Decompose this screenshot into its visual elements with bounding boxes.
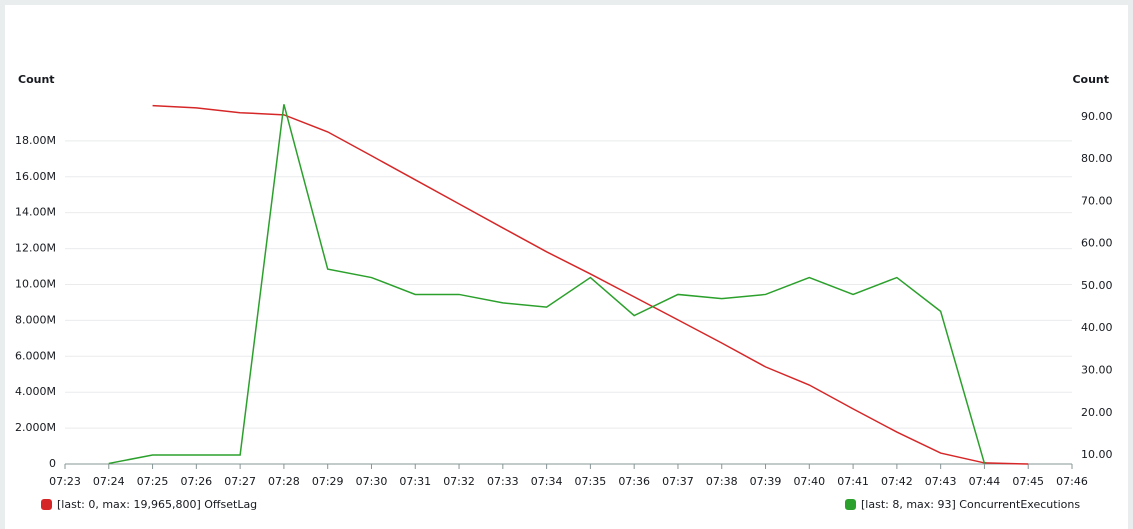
y-tick-label: 16.00M xyxy=(15,170,56,183)
x-tick-label: 07:36 xyxy=(618,475,650,488)
y-tick-label: 14.00M xyxy=(15,206,56,219)
x-tick-label: 07:42 xyxy=(881,475,913,488)
x-tick-label: 07:28 xyxy=(268,475,300,488)
x-tick-label: 07:39 xyxy=(750,475,782,488)
x-tick-label: 07:23 xyxy=(49,475,81,488)
y-tick-label: 2.000M xyxy=(15,421,56,434)
y-tick-label: 4.000M xyxy=(15,385,56,398)
x-tick-label: 07:26 xyxy=(180,475,212,488)
x-tick-label: 07:41 xyxy=(837,475,869,488)
legend-swatch xyxy=(41,499,52,510)
legend-label: [last: 0, max: 19,965,800] OffsetLag xyxy=(57,498,257,511)
y-tick-label: 8.000M xyxy=(15,313,56,326)
y2-tick-label: 10.00 xyxy=(1081,448,1113,461)
y2-axis-title: Count xyxy=(1072,73,1109,86)
y-tick-label: 10.00M xyxy=(15,277,56,290)
x-tick-label: 07:43 xyxy=(925,475,957,488)
x-tick-label: 07:31 xyxy=(399,475,431,488)
legend-label: [last: 8, max: 93] ConcurrentExecutions xyxy=(861,498,1080,511)
y-tick-label: 6.000M xyxy=(15,349,56,362)
y-axis-title: Count xyxy=(18,73,55,86)
y-tick-label: 0 xyxy=(49,457,56,470)
y2-tick-label: 30.00 xyxy=(1081,364,1113,377)
line-series xyxy=(108,104,986,465)
x-tick-label: 07:25 xyxy=(137,475,169,488)
x-tick-label: 07:30 xyxy=(356,475,388,488)
x-tick-label: 07:37 xyxy=(662,475,694,488)
y-tick-label: 12.00M xyxy=(15,242,56,255)
x-tick-label: 07:38 xyxy=(706,475,738,488)
legend-swatch xyxy=(845,499,856,510)
y2-tick-label: 60.00 xyxy=(1081,237,1113,250)
x-tick-label: 07:40 xyxy=(793,475,825,488)
y2-tick-label: 80.00 xyxy=(1081,152,1113,165)
y2-tick-label: 50.00 xyxy=(1081,279,1113,292)
x-tick-label: 07:33 xyxy=(487,475,519,488)
panel xyxy=(5,5,1128,529)
x-tick-label: 07:27 xyxy=(224,475,256,488)
line-series xyxy=(152,104,1029,465)
x-tick-label: 07:32 xyxy=(443,475,475,488)
y2-tick-label: 70.00 xyxy=(1081,194,1113,207)
y2-tick-label: 20.00 xyxy=(1081,406,1113,419)
x-tick-label: 07:29 xyxy=(312,475,344,488)
x-tick-label: 07:35 xyxy=(575,475,607,488)
x-tick-label: 07:45 xyxy=(1012,475,1044,488)
x-tick-label: 07:24 xyxy=(93,475,125,488)
x-tick-label: 07:46 xyxy=(1056,475,1088,488)
y2-tick-label: 40.00 xyxy=(1081,321,1113,334)
y-tick-label: 18.00M xyxy=(15,134,56,147)
x-tick-label: 07:44 xyxy=(969,475,1001,488)
x-tick-label: 07:34 xyxy=(531,475,563,488)
y2-tick-label: 90.00 xyxy=(1081,110,1113,123)
